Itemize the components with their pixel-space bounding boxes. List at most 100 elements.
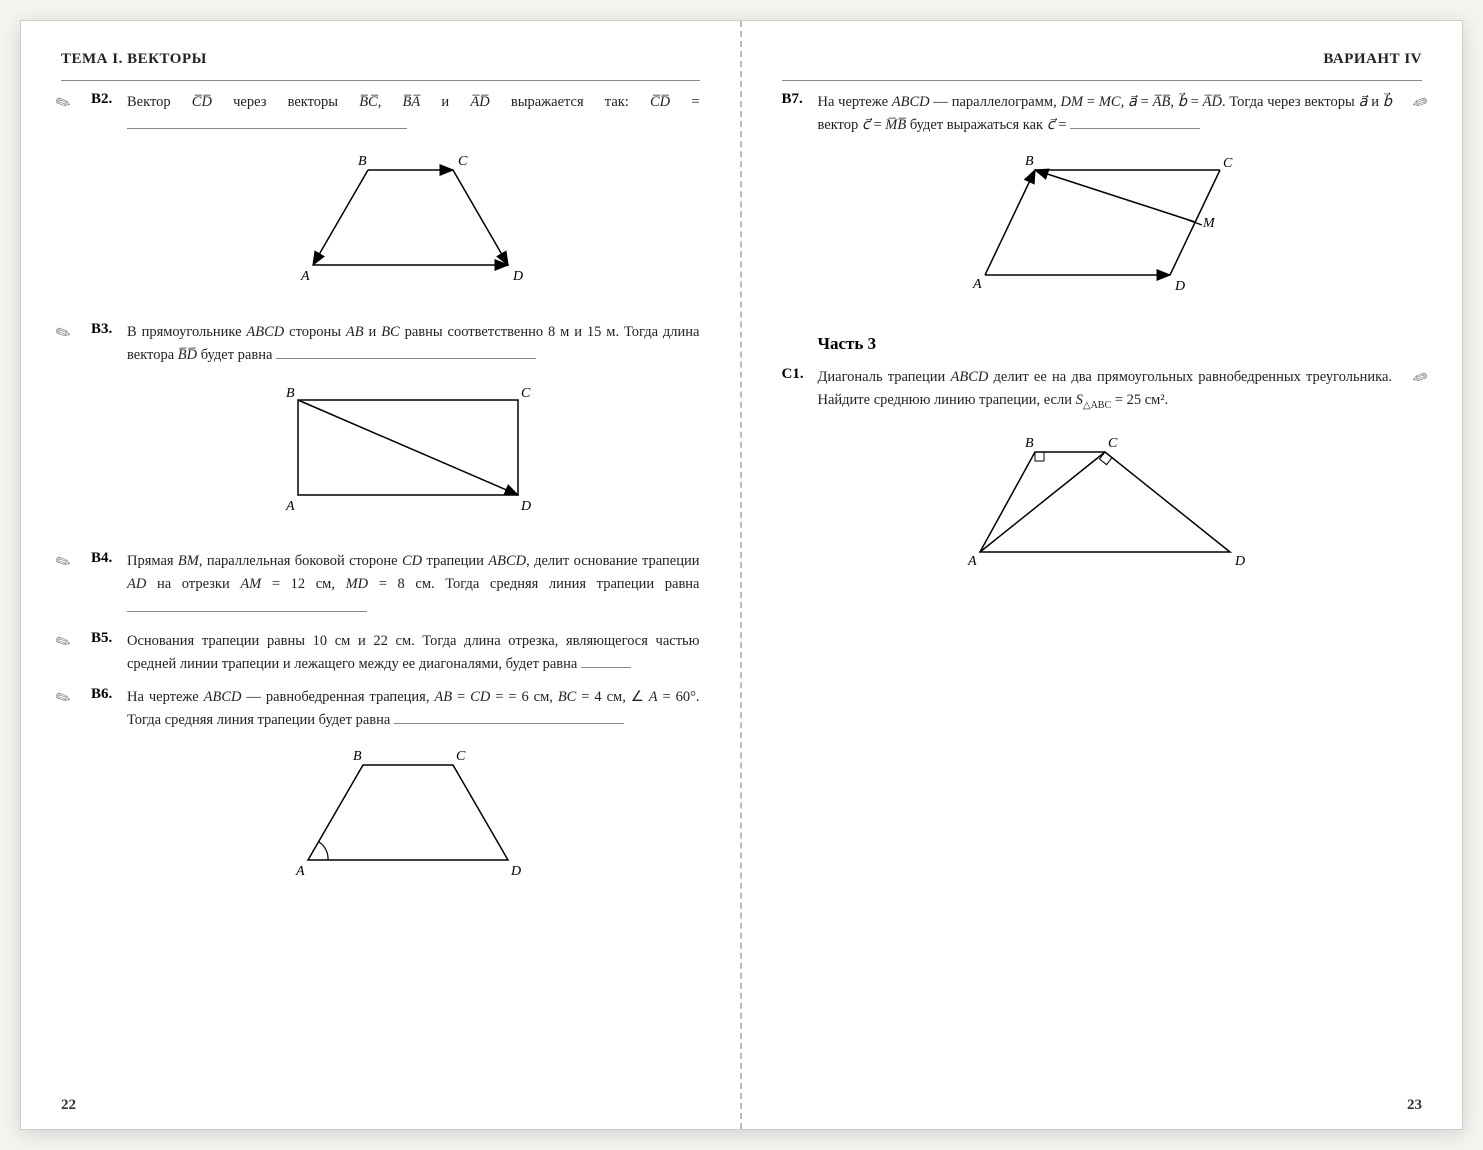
svg-text:B: B — [353, 749, 362, 764]
svg-text:A: A — [285, 499, 295, 514]
problem-body: Основания трапеции равны 10 см и 22 см. … — [127, 630, 700, 676]
svg-text:A: A — [300, 269, 310, 284]
answer-blank[interactable] — [127, 115, 407, 130]
t: △ABC — [1083, 400, 1111, 411]
t: и — [364, 324, 382, 340]
text: выражается так: — [490, 94, 650, 110]
t: MD — [346, 576, 369, 592]
answer-blank[interactable] — [581, 653, 631, 668]
svg-text:D: D — [512, 269, 523, 284]
svg-text:D: D — [520, 499, 531, 514]
t: на отрезки — [146, 576, 240, 592]
problem-label: В5. — [91, 630, 127, 676]
pencil-icon: ✎ — [52, 629, 75, 654]
t: AM — [240, 576, 261, 592]
problem-label: В7. — [782, 91, 818, 316]
page-left: ТЕМА I. ВЕКТОРЫ ✎ В2. Вектор C̅D̅ через … — [21, 21, 742, 1129]
problem-label: В4. — [91, 550, 127, 620]
answer-blank[interactable] — [127, 597, 367, 612]
vec: C̅D̅ — [650, 94, 670, 110]
book-spread: ТЕМА I. ВЕКТОРЫ ✎ В2. Вектор C̅D̅ через … — [20, 20, 1463, 1130]
problem-body: Прямая BM, параллельная боковой стороне … — [127, 550, 700, 620]
svg-text:C: C — [521, 386, 531, 401]
svg-text:C: C — [458, 154, 468, 169]
problem-label: В6. — [91, 686, 127, 906]
problem-b2: ✎ В2. Вектор C̅D̅ через векторы B̅C̅, B̅… — [61, 91, 700, 311]
t: ABCD — [950, 369, 988, 385]
answer-blank[interactable] — [1070, 115, 1200, 130]
t: c⃗ — [862, 117, 870, 133]
vec: B̅C̅ — [359, 94, 378, 110]
t: CD — [470, 689, 490, 705]
answer-blank[interactable] — [276, 344, 536, 359]
t: стороны — [284, 324, 346, 340]
svg-text:A: A — [295, 864, 305, 879]
t: ABCD — [246, 324, 284, 340]
t: A̅D̅ — [1203, 94, 1222, 110]
problem-body: Диагональ трапеции ABCD делит ее на два … — [818, 366, 1393, 592]
t: A̅B̅ — [1153, 94, 1171, 110]
t: = — [452, 689, 470, 705]
t: AD — [127, 576, 146, 592]
t: MC — [1099, 94, 1121, 110]
t: S — [1076, 392, 1083, 408]
t: Диагональ трапеции — [818, 369, 951, 385]
problem-b5: ✎ В5. Основания трапеции равны 10 см и 2… — [61, 630, 700, 676]
figure-b7: ABCDM — [818, 145, 1393, 303]
t: трапеции — [422, 553, 488, 569]
t: В прямоугольнике — [127, 324, 246, 340]
figure-c1: ABCD — [818, 422, 1393, 580]
problem-body: На чертеже ABCD — параллелограмм, D M = M… — [818, 91, 1393, 316]
t: AB — [434, 689, 452, 705]
t: , — [1121, 94, 1128, 110]
t: — параллелограмм, — [930, 94, 1061, 110]
t: b⃗ — [1383, 94, 1392, 110]
problem-label: В2. — [91, 91, 127, 311]
problem-b7: В7. На чертеже ABCD — параллелограмм, D M… — [782, 91, 1423, 316]
pencil-icon: ✎ — [52, 550, 75, 575]
t: будет равна — [197, 347, 276, 363]
t: , делит основание трапеции — [526, 553, 699, 569]
t: M̅B̅ — [885, 117, 906, 133]
pencil-icon: ✎ — [1408, 365, 1431, 390]
problem-b3: ✎ В3. В прямоугольнике ABCD стороны AB и… — [61, 321, 700, 541]
header-right: ВАРИАНТ IV — [782, 51, 1423, 68]
problem-c1: С1. Диагональ трапеции ABCD делит ее на … — [782, 366, 1423, 592]
t: = 8 см. Тогда средняя линия трапеции рав… — [368, 576, 699, 592]
t: BC — [381, 324, 400, 340]
t: будет выражаться как — [906, 117, 1047, 133]
pencil-icon: ✎ — [52, 91, 75, 116]
pencil-icon: ✎ — [52, 320, 75, 345]
rule-right — [782, 80, 1423, 81]
vec: A̅D̅ — [470, 94, 489, 110]
t: ABCD — [892, 94, 930, 110]
answer-blank[interactable] — [394, 710, 624, 725]
t: , — [1170, 94, 1177, 110]
t: На чертеже — [127, 689, 204, 705]
svg-text:B: B — [1025, 436, 1034, 451]
figure-b3: ABCD — [127, 375, 700, 528]
t: и — [1367, 94, 1382, 110]
section-3-header: Часть 3 — [818, 334, 1423, 354]
t: вектор — [818, 117, 862, 133]
t: = — [1187, 94, 1203, 110]
svg-text:D: D — [1234, 554, 1245, 569]
t: a⃗ — [1128, 94, 1137, 110]
svg-text:D: D — [1174, 279, 1185, 294]
t: b⃗ — [1178, 94, 1187, 110]
svg-text:M: M — [1202, 216, 1216, 231]
t: ABCD — [204, 689, 242, 705]
t: На чертеже — [818, 94, 892, 110]
page-number-left: 22 — [61, 1097, 76, 1114]
t: BC — [558, 689, 577, 705]
t: Прямая — [127, 553, 178, 569]
text: через векторы — [212, 94, 359, 110]
problem-label: В3. — [91, 321, 127, 541]
svg-text:B: B — [1025, 154, 1034, 169]
text: = — [670, 94, 699, 110]
t: = = 6 см, — [490, 689, 558, 705]
figure-b6: ABCD — [127, 740, 700, 893]
t: AB — [346, 324, 364, 340]
t: = 12 см, — [261, 576, 345, 592]
header-left: ТЕМА I. ВЕКТОРЫ — [61, 51, 700, 68]
